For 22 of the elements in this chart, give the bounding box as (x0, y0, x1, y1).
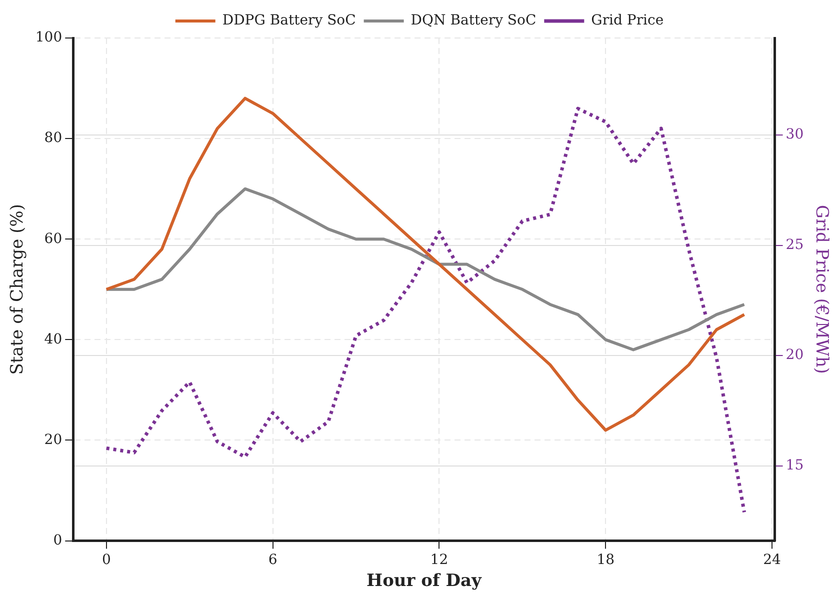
y-tick-label: 80 (44, 130, 62, 146)
y2-tick-label: 25 (786, 236, 804, 253)
x-tick-label: 12 (430, 552, 448, 568)
legend-label: DDPG Battery SoC (222, 12, 356, 29)
x-tick-label: 0 (102, 552, 111, 568)
x-tick-label: 6 (268, 552, 278, 568)
line-series (104, 106, 746, 514)
y-axis-title: State of Charge (%) (8, 204, 28, 375)
y-tick-label: 40 (44, 331, 62, 348)
legend-label: Grid Price (591, 12, 664, 29)
y2-tick-label: 30 (786, 126, 804, 143)
x-axis-title: Hour of Day (366, 571, 482, 592)
legend-label: DQN Battery SoC (410, 12, 536, 29)
y-tick-label: 60 (44, 230, 62, 247)
y-tick-label: 0 (53, 532, 62, 548)
x-tick-label: 18 (596, 552, 615, 568)
y2-tick-label: 20 (786, 347, 804, 364)
y-tick-label: 20 (44, 432, 62, 448)
x-tick-label: 24 (763, 552, 782, 568)
y2-axis-title: Grid Price (€/MWh) (811, 204, 832, 374)
y-tick-label: 100 (35, 30, 62, 46)
y2-tick-label: 15 (786, 457, 804, 474)
